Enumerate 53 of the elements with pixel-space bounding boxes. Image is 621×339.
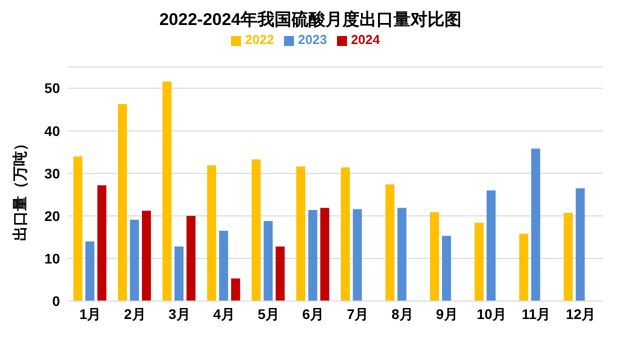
legend-label: 2024 — [350, 32, 380, 47]
bar — [519, 234, 528, 301]
x-tick-label: 1月 — [79, 306, 102, 322]
bar — [385, 184, 394, 301]
bar — [231, 278, 240, 301]
bar — [97, 185, 106, 301]
bar — [308, 210, 318, 301]
bar — [352, 209, 362, 301]
bar — [340, 167, 350, 301]
y-axis-title: 出口量（万吨） — [10, 136, 30, 240]
x-tick-label: 3月 — [168, 306, 190, 322]
bar — [296, 166, 306, 301]
bar — [73, 156, 82, 301]
bar — [442, 236, 452, 301]
y-tick-label: 40 — [44, 122, 60, 139]
x-tick-label: 8月 — [391, 306, 414, 322]
bar — [430, 212, 440, 301]
x-tick-label: 10月 — [476, 306, 506, 322]
bar — [252, 159, 261, 301]
bar — [186, 216, 196, 301]
bar — [486, 190, 496, 301]
bar — [219, 230, 228, 301]
bar — [576, 188, 585, 301]
bar — [207, 165, 216, 301]
y-tick-label: 0 — [52, 292, 60, 309]
x-tick-label: 7月 — [346, 306, 369, 322]
x-tick-label: 5月 — [258, 306, 280, 322]
x-tick-label: 6月 — [302, 306, 324, 322]
y-tick-label: 50 — [44, 80, 60, 96]
bar — [130, 220, 139, 301]
bar — [320, 208, 330, 301]
bar — [264, 221, 273, 301]
x-tick-label: 9月 — [436, 306, 458, 322]
y-tick-label: 10 — [44, 250, 60, 266]
legend-label: 2022 — [245, 32, 274, 47]
bar — [174, 246, 184, 301]
x-tick-label: 2月 — [124, 306, 146, 322]
y-tick-label: 30 — [44, 165, 60, 182]
y-tick-label: 20 — [44, 208, 60, 224]
chart-title: 2022-2024年我国硫酸月度出口量对比图 — [158, 9, 463, 31]
x-tick-label: 12月 — [566, 306, 596, 322]
x-tick-label: 11月 — [522, 306, 551, 322]
bar — [474, 222, 484, 301]
bar — [118, 104, 127, 301]
x-tick-label: 4月 — [213, 306, 235, 322]
bar — [397, 208, 406, 301]
bar — [564, 212, 573, 301]
bar — [142, 210, 151, 301]
bar — [162, 81, 172, 301]
bar — [276, 246, 285, 301]
bar — [85, 241, 94, 301]
legend-label: 2023 — [298, 32, 327, 47]
bar — [531, 148, 540, 301]
